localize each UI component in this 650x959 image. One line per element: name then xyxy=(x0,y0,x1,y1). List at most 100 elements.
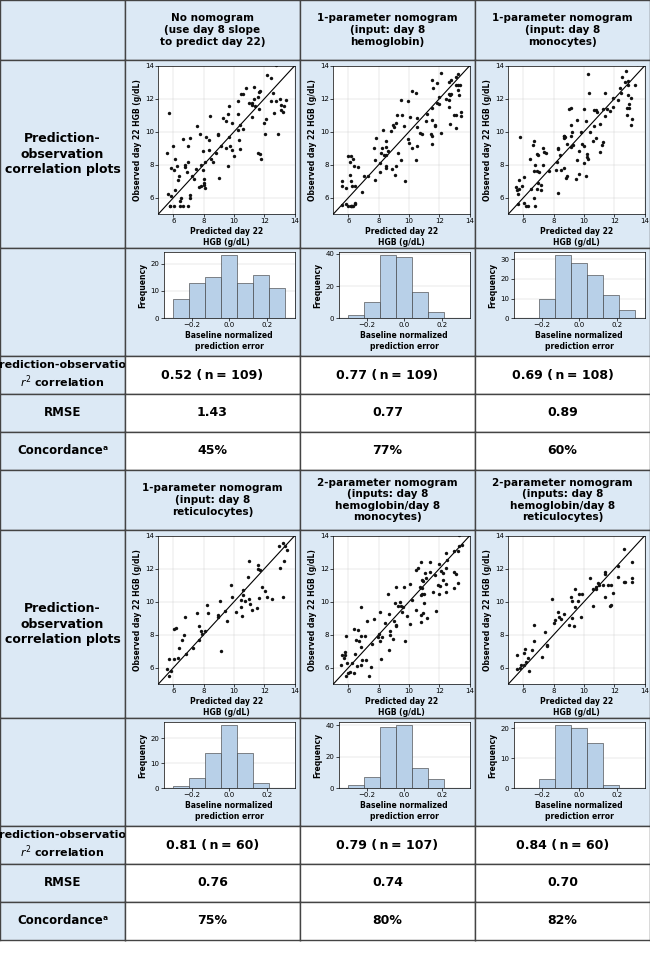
X-axis label: Baseline normalized
prediction error: Baseline normalized prediction error xyxy=(536,801,623,821)
Point xyxy=(425,564,436,579)
Point xyxy=(346,199,357,214)
Point xyxy=(600,108,610,124)
Point xyxy=(164,199,175,214)
Point xyxy=(224,99,235,114)
Point xyxy=(381,148,391,163)
Point xyxy=(214,593,225,608)
Point xyxy=(245,596,255,612)
Point xyxy=(391,115,401,130)
Point xyxy=(371,130,382,146)
Point xyxy=(200,623,211,639)
Point xyxy=(412,138,423,153)
Point xyxy=(235,593,246,608)
Point xyxy=(389,613,399,628)
Point xyxy=(179,627,189,643)
Point xyxy=(375,634,385,649)
Text: 45%: 45% xyxy=(198,445,228,457)
Point xyxy=(415,614,426,629)
Point xyxy=(627,554,638,570)
Point xyxy=(169,651,179,667)
Text: Prediction-
observation
correlation plots: Prediction- observation correlation plot… xyxy=(5,602,120,645)
Point xyxy=(445,86,455,102)
Point xyxy=(391,619,401,634)
Bar xyxy=(348,785,364,788)
Point xyxy=(448,107,459,123)
Point xyxy=(625,90,636,105)
Point xyxy=(391,618,401,633)
Bar xyxy=(428,779,445,788)
Point xyxy=(183,199,193,214)
Point xyxy=(347,655,358,670)
Point xyxy=(446,86,456,102)
Bar xyxy=(173,785,189,788)
Point xyxy=(541,637,552,652)
Y-axis label: Observed day 22 HGB (g/dL): Observed day 22 HGB (g/dL) xyxy=(133,79,142,200)
Point xyxy=(453,526,463,542)
Point xyxy=(366,659,376,674)
Point xyxy=(591,579,601,595)
X-axis label: Predicted day 22
HGB (g/dL): Predicted day 22 HGB (g/dL) xyxy=(190,227,263,246)
Point xyxy=(266,94,276,109)
Point xyxy=(519,170,529,185)
Point xyxy=(511,179,521,195)
Point xyxy=(453,88,463,104)
Point xyxy=(188,172,199,187)
Point xyxy=(168,139,178,154)
Point xyxy=(346,149,356,164)
Point xyxy=(454,539,465,554)
Point xyxy=(257,579,267,595)
Point xyxy=(237,583,248,598)
Point xyxy=(363,168,373,183)
Point xyxy=(434,89,444,105)
Point xyxy=(391,158,401,174)
Point xyxy=(398,579,409,595)
Point xyxy=(235,141,245,156)
Point xyxy=(519,195,529,210)
Point xyxy=(392,107,402,123)
Point xyxy=(384,643,394,658)
Point xyxy=(415,126,425,141)
Point xyxy=(597,101,608,116)
Point xyxy=(622,87,632,103)
Point xyxy=(554,147,565,162)
Point xyxy=(275,91,285,106)
Point xyxy=(426,100,437,115)
Point xyxy=(252,600,262,616)
Point xyxy=(192,605,203,620)
Point xyxy=(356,599,367,615)
Point xyxy=(164,651,174,667)
Bar xyxy=(348,315,364,318)
Bar xyxy=(412,292,428,318)
Point xyxy=(437,573,448,588)
Bar xyxy=(555,255,571,318)
Point xyxy=(412,120,423,135)
Point xyxy=(352,622,363,638)
Point xyxy=(249,79,259,94)
Point xyxy=(240,594,250,609)
Point xyxy=(613,570,623,585)
Point xyxy=(396,598,406,614)
Point xyxy=(568,619,578,634)
Point xyxy=(632,56,642,71)
Point xyxy=(349,666,359,681)
Point xyxy=(247,109,257,125)
Point xyxy=(236,86,246,102)
Text: 0.89: 0.89 xyxy=(547,407,578,419)
Point xyxy=(449,544,460,559)
Point xyxy=(220,603,230,619)
Point xyxy=(542,639,552,654)
Point xyxy=(369,140,380,155)
Point xyxy=(175,193,185,208)
Point xyxy=(457,538,467,553)
Point xyxy=(577,587,588,602)
Point xyxy=(340,644,350,660)
Point xyxy=(588,581,599,596)
Point xyxy=(519,645,530,661)
Text: 2-parameter nomogram
(inputs: day 8
hemoglobin/day 8
reticulocytes): 2-parameter nomogram (inputs: day 8 hemo… xyxy=(492,478,633,523)
Text: 75%: 75% xyxy=(198,915,228,927)
Point xyxy=(444,100,454,115)
Point xyxy=(281,543,292,558)
X-axis label: Predicted day 22
HGB (g/dL): Predicted day 22 HGB (g/dL) xyxy=(190,697,263,716)
Point xyxy=(215,643,226,659)
Point xyxy=(272,126,283,141)
